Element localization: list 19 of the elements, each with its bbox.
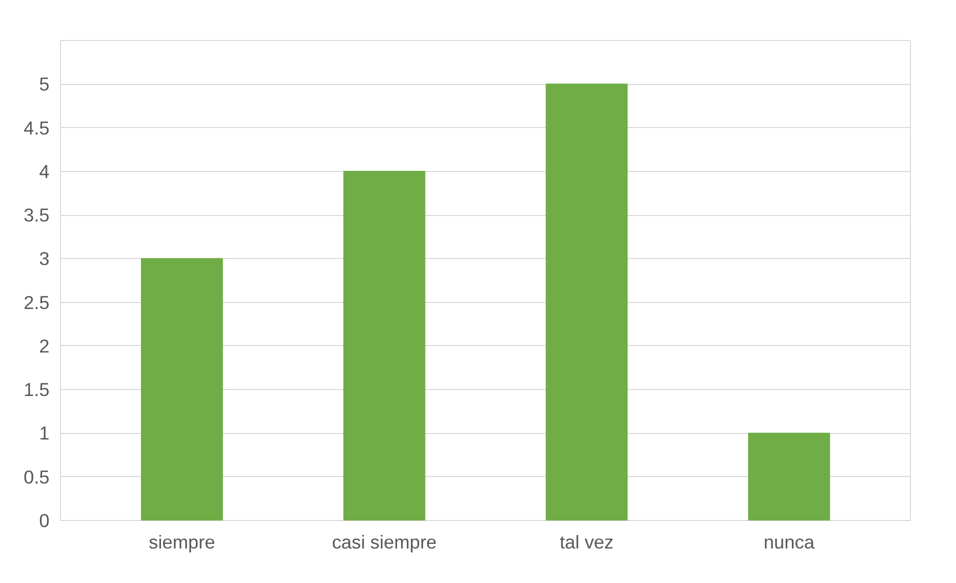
- y-tick-label: 0: [39, 510, 50, 531]
- y-tick-label: 3.5: [24, 204, 50, 226]
- y-tick-label: 1: [39, 422, 50, 444]
- y-tick-label: 4.5: [24, 117, 50, 138]
- bar: [748, 432, 830, 520]
- bar: [140, 258, 223, 520]
- x-tick-label: tal vez: [560, 532, 614, 552]
- y-tick-label: 0.5: [24, 466, 50, 488]
- y-tick-label: 3: [39, 248, 50, 270]
- bar: [546, 84, 628, 520]
- x-tick-label: nunca: [764, 532, 816, 552]
- bar: [343, 170, 426, 520]
- x-tick-label: siempre: [148, 532, 216, 552]
- y-tick-label: 4: [39, 160, 50, 182]
- y-tick-label: 2: [39, 335, 50, 356]
- y-tick-label: 2.5: [24, 292, 50, 313]
- x-tick-label: casi siempre: [332, 532, 437, 552]
- y-tick-label: 1.5: [24, 379, 50, 400]
- y-tick-label: 5: [39, 74, 50, 95]
